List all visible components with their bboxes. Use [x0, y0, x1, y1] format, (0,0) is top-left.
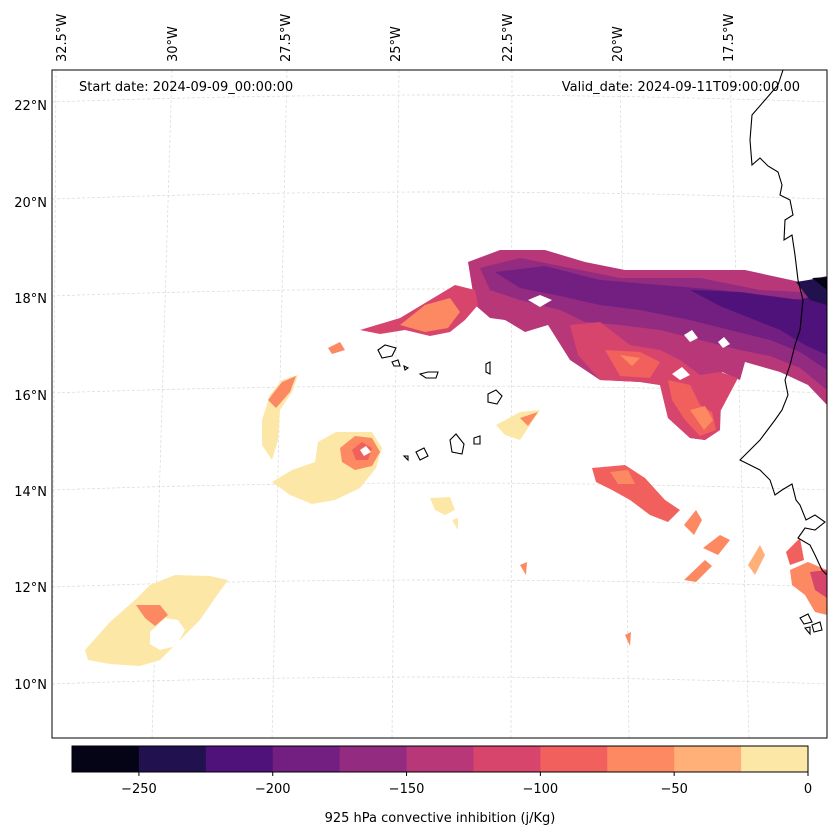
lat-label-20n: 20°N: [14, 196, 47, 211]
island-brava: [402, 455, 409, 462]
cin-patch-s1: [430, 497, 455, 515]
cin-band-min: [796, 277, 827, 305]
cin-patch-capeverde-n-light: [400, 298, 460, 332]
coastlines: [377, 69, 828, 636]
colorbar-cell: [272, 746, 341, 772]
meridian-22-5w: [510, 69, 513, 739]
lon-label-27-5w: 27.5°W: [279, 14, 294, 62]
lon-label-32-5w: 32.5°W: [55, 14, 70, 62]
bijagos-2: [811, 621, 823, 633]
parallel-16n: [51, 385, 828, 394]
colorbar-tick-label: −150: [389, 782, 425, 797]
colorbar-cell: [674, 746, 742, 772]
meridian-20w: [619, 69, 630, 739]
lon-label-30w: 30°W: [166, 26, 181, 62]
colorbar-cell: [138, 746, 207, 772]
bijagos-3: [803, 626, 811, 636]
cin-patch-coast-3: [810, 570, 827, 598]
colorbar-tick-label: 0: [804, 782, 812, 797]
island-boa-vista: [487, 389, 503, 405]
lon-label-25w: 25°W: [389, 26, 404, 62]
colorbar-label: 925 hPa convective inhibition (j/Kg): [325, 811, 556, 826]
cin-patch-e12: [703, 535, 730, 555]
colorbar-tick-label: −100: [523, 782, 559, 797]
cin-band-core: [690, 290, 827, 355]
cin-patch-e12b: [684, 560, 712, 582]
lat-label-12n: 12°N: [14, 581, 47, 596]
cin-band-inner: [495, 266, 827, 370]
lat-label-22n: 22°N: [14, 99, 47, 114]
cin-patch-se1-orange: [520, 412, 538, 426]
island-sao-vicente: [391, 359, 401, 367]
island-sal: [485, 361, 491, 375]
island-maio: [473, 435, 481, 445]
colorbar-tick-label: −200: [255, 782, 291, 797]
cin-hole-3: [718, 337, 730, 348]
parallel-20n: [51, 191, 828, 200]
cin-patch-coast: [786, 538, 804, 565]
cin-patch-sw-hole: [150, 618, 185, 650]
cin-patch-sw-orange: [136, 605, 168, 626]
cin-ring-hole: [360, 446, 371, 456]
colorbar-cell: [473, 746, 541, 772]
colorbar-cell: [607, 746, 675, 772]
cin-patch-small-nw: [328, 342, 345, 354]
cin-patch-e12c: [748, 545, 765, 575]
cin-hole-2: [684, 330, 698, 342]
bijagos-1: [799, 613, 813, 625]
start-date-label: Start date: 2024-09-09_00:00:00: [79, 80, 293, 95]
cin-patch-tiny: [520, 562, 527, 575]
parallel-18n: [51, 288, 828, 297]
island-fogo: [415, 447, 429, 461]
colorbar-cell: [339, 746, 408, 772]
colorbar-cell: [406, 746, 474, 772]
cin-band-light: [690, 406, 713, 430]
africa-coast: [739, 69, 828, 576]
cin-patch-tiny2: [625, 632, 631, 646]
cin-ring-west-orange: [268, 376, 296, 408]
map-frame: [51, 69, 828, 739]
cin-band-darkest: [812, 277, 827, 290]
latitude-labels: 22°N 20°N 18°N 16°N 14°N 12°N 10°N: [14, 99, 47, 693]
colorbar-cell: [741, 746, 809, 772]
lat-label-16n: 16°N: [14, 389, 47, 404]
valid-date-label: Valid_date: 2024-09-11T09:00:00.00: [562, 80, 800, 95]
parallel-10n: [51, 676, 828, 685]
cin-hole-4: [672, 367, 690, 380]
lon-label-22-5w: 22.5°W: [501, 14, 516, 62]
island-santo-antao: [377, 344, 397, 359]
cin-patch-e14-light: [610, 470, 635, 484]
island-sao-nicolau: [418, 371, 439, 379]
colorbar-tick-label: −250: [121, 782, 157, 797]
colorbar: −250 −200 −150 −100 −50 0 925 hPa convective …: [71, 745, 812, 826]
island-santa-luzia: [403, 364, 410, 371]
cin-band-light-2: [620, 355, 640, 366]
colorbar-ticks: −250 −200 −150 −100 −50 0: [121, 772, 812, 797]
colorbar-cell: [72, 746, 140, 772]
colorbar-cells: [72, 746, 809, 772]
parallel-14n: [51, 482, 828, 491]
lat-label-18n: 18°N: [14, 292, 47, 307]
cin-hole-1: [528, 295, 552, 307]
lat-label-14n: 14°N: [14, 485, 47, 500]
lat-label-10n: 10°N: [14, 678, 47, 693]
lon-label-17-5w: 17.5°W: [722, 14, 737, 62]
cin-patch-s2: [452, 518, 458, 530]
cin-patch-e13: [684, 510, 702, 535]
colorbar-cell: [205, 746, 274, 772]
meridian-27-5w: [271, 69, 288, 739]
meridian-25w: [391, 69, 400, 739]
island-santiago: [449, 433, 465, 455]
meridian-32-5w: [51, 69, 57, 739]
meridian-17-5w: [729, 69, 750, 739]
parallel-22n: [51, 94, 828, 103]
colorbar-cell: [540, 746, 608, 772]
cin-patch-e14: [592, 465, 680, 522]
lon-label-20w: 20°W: [611, 26, 626, 62]
longitude-labels: 32.5°W 30°W 27.5°W 25°W 22.5°W 20°W 17.5…: [55, 14, 737, 62]
colorbar-frame: [71, 745, 809, 773]
colorbar-tick-label: −50: [660, 782, 687, 797]
cin-contours: [85, 250, 827, 666]
